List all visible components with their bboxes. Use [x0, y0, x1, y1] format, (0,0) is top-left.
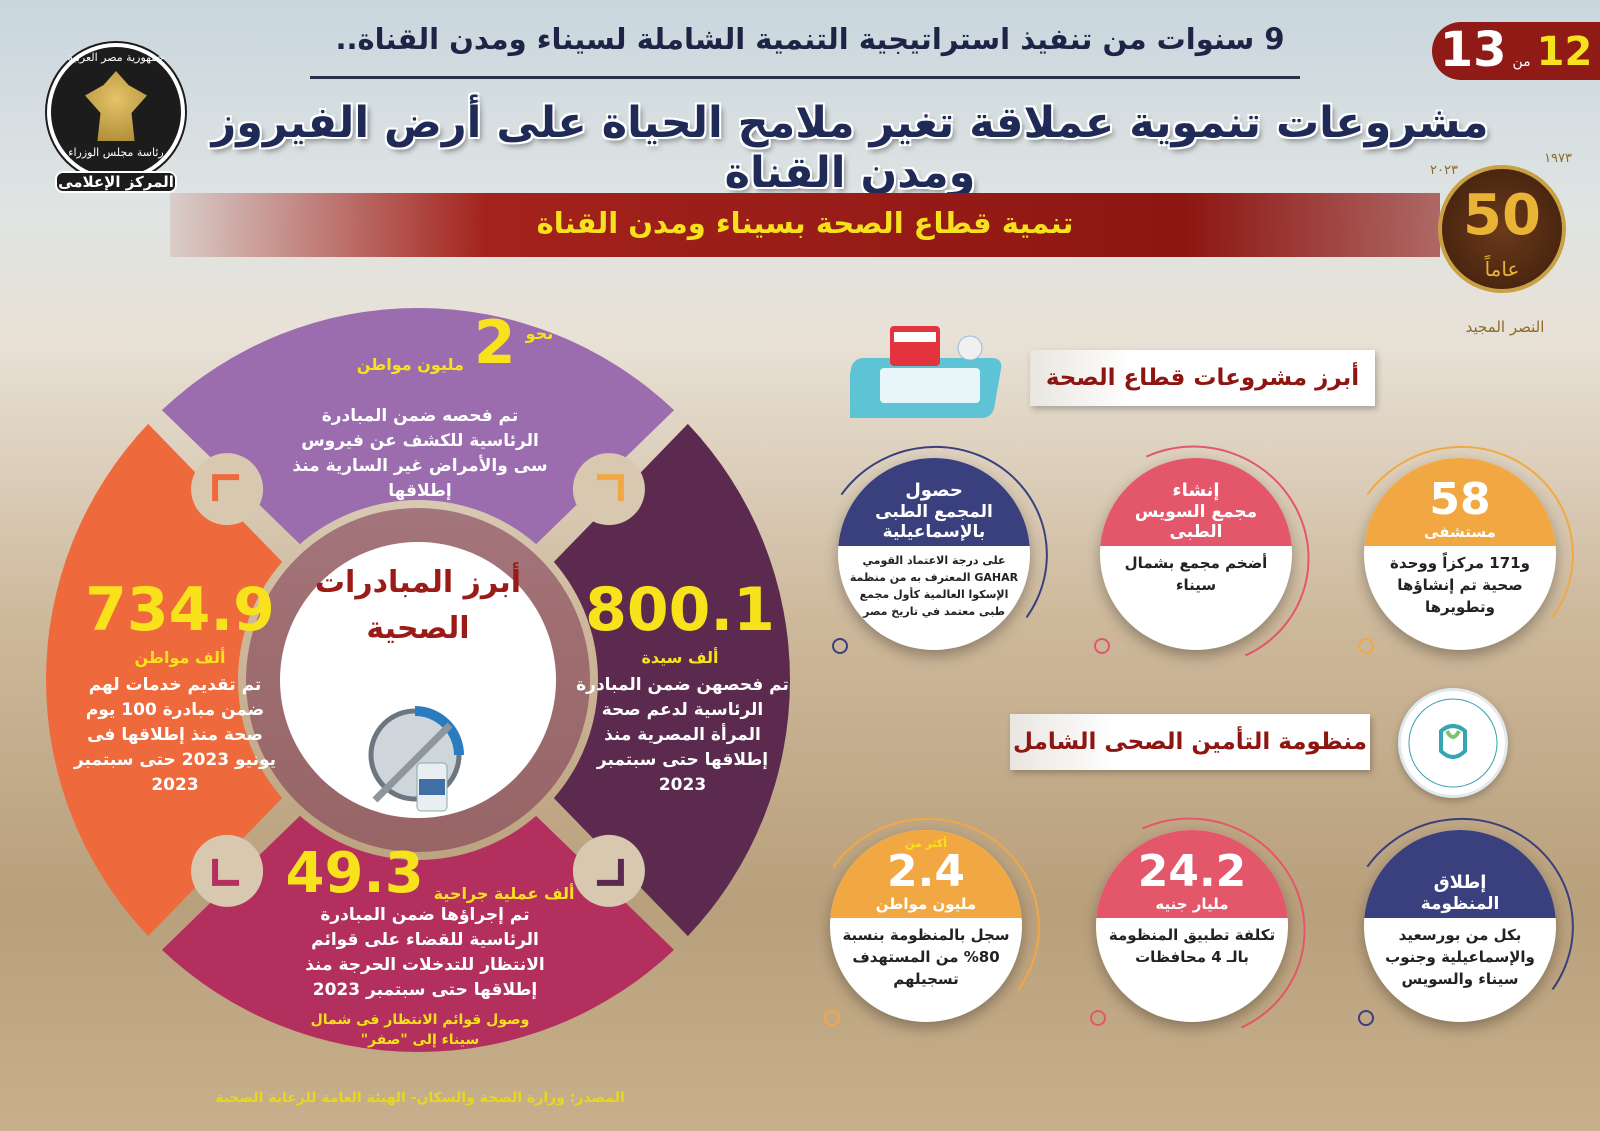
- left-text: تم تقديم خدمات لهم ضمن مبادرة 100 يوم صح…: [73, 675, 277, 795]
- card-prefix: أكثر من: [904, 837, 948, 850]
- fifty-years: عاماً: [1484, 257, 1520, 281]
- card-text: و171 مركزاً ووحدة صحية تم إنشاؤها وتطوير…: [1390, 554, 1530, 616]
- corner-badge: [191, 834, 264, 907]
- decorative-dot: [1094, 638, 1110, 654]
- projects-heading: أبرز مشروعات قطاع الصحة: [1030, 350, 1375, 406]
- bottom-text: تم إجراؤها ضمن المبادرة الرئاسية للقضاء …: [305, 905, 545, 1000]
- page-counter-badge: 13 من 12: [1432, 22, 1600, 80]
- card-title: إطلاق: [1433, 872, 1487, 893]
- logo-line1: جمهورية مصر العربية: [67, 51, 165, 64]
- top-text: تم فحصه ضمن المبادرة الرئاسية للكشف عن ف…: [292, 406, 548, 501]
- badge-current: 12: [1536, 29, 1593, 75]
- decorative-dot: [1358, 638, 1374, 654]
- healthcare-authority-logo: [1398, 688, 1508, 798]
- card-subtitle: مجمع السويس الطبى: [1134, 502, 1258, 542]
- right-value: 800.1: [585, 575, 775, 645]
- banner-text: تنمية قطاع الصحة بسيناء ومدن القناة: [536, 206, 1074, 240]
- projects-card: 58 مستشفى و171 مركزاً ووحدة صحية تم إنشا…: [1364, 458, 1556, 650]
- insurance-card: إطلاق المنظومة بكل من بورسعيد والإسماعيل…: [1364, 830, 1556, 1022]
- decorative-dot: [1358, 1010, 1374, 1026]
- logo-line3: المركز الإعلامى: [55, 171, 177, 193]
- card-text: سجل بالمنظومة بنسبة 80% من المستهدف تسجي…: [842, 926, 1010, 988]
- year-from: ١٩٧٣: [1544, 151, 1572, 166]
- corner-badge: [572, 453, 645, 526]
- center-title: أبرز المبادرات الصحية: [314, 565, 522, 646]
- decorative-dot: [824, 1010, 840, 1026]
- bottom-note: وصول قوائم الانتظار فى شمال سيناء إلى "ص…: [310, 1012, 530, 1048]
- corner-mark-icon: [596, 474, 624, 502]
- card-title: 2.4: [887, 846, 965, 897]
- year-to: ٢٠٢٣: [1430, 163, 1458, 178]
- badge-total: 13: [1439, 22, 1507, 78]
- logo-line2: رئاسة مجلس الوزراء: [68, 146, 164, 159]
- fifty-years-logo: ١٩٧٣ ٢٠٢٣ 50 عاماً: [1430, 151, 1572, 293]
- header-divider: [310, 76, 1300, 79]
- left-unit: ألف مواطن: [134, 648, 226, 667]
- card-subtitle: المجمع الطبى بالإسماعيلية: [875, 502, 993, 542]
- projects-card: إنشاء مجمع السويس الطبى أضخم مجمع بشمال …: [1100, 458, 1292, 650]
- card-subtitle: مستشفى: [1424, 523, 1496, 541]
- decorative-dot: [832, 638, 848, 654]
- quadrant-bottom: [161, 815, 675, 1052]
- card-text: أضخم مجمع بشمال سيناء: [1124, 554, 1268, 594]
- fifty-number: 50: [1463, 183, 1541, 248]
- card-subtitle: مليار جنيه: [1155, 895, 1229, 913]
- insurance-card: 24.2 مليار جنيه تكلفة تطبيق المنظومة بال…: [1096, 830, 1288, 1022]
- right-unit: ألف سيدة: [641, 648, 719, 667]
- top-value: 2: [473, 308, 516, 378]
- top-unit: مليون مواطن: [356, 355, 464, 374]
- top-prefix: نحو: [525, 324, 554, 343]
- card-subtitle: المنظومة: [1420, 894, 1500, 914]
- card-title: 58: [1429, 474, 1491, 525]
- quadrant-right: [553, 423, 790, 937]
- header-subtitle: 9 سنوات من تنفيذ استراتيجية التنمية الشا…: [335, 22, 1285, 56]
- card-text: بكل من بورسعيد والإسماعيلية وجنوب سيناء …: [1385, 926, 1535, 988]
- hospital-bed-illustration-icon: [850, 326, 1002, 418]
- fifty-caption: النصر المجيد: [1465, 318, 1545, 336]
- bottom-unit: ألف عملية جراحية: [433, 884, 575, 903]
- card-title: إنشاء: [1172, 480, 1220, 501]
- badge-of: من: [1512, 54, 1531, 70]
- card-text: على درجة الاعتماد القومي GAHAR المعترف ب…: [849, 554, 1019, 618]
- corner-mark-icon: [212, 474, 240, 502]
- section-banner: تنمية قطاع الصحة بسيناء ومدن القناة: [170, 193, 1440, 257]
- projects-card: حصول المجمع الطبى بالإسماعيلية على درجة …: [838, 458, 1030, 650]
- card-subtitle: مليون مواطن: [875, 895, 977, 913]
- corner-badge: [191, 453, 264, 526]
- left-value: 734.9: [85, 575, 275, 645]
- right-text: تم فحصهن ضمن المبادرة الرئاسية لدعم صحة …: [576, 675, 789, 795]
- card-title: حصول: [905, 480, 963, 501]
- corner-mark-icon: [212, 858, 240, 886]
- decorative-dot: [1090, 1010, 1106, 1026]
- insurance-heading: منظومة التأمين الصحى الشامل: [1010, 714, 1370, 770]
- source-note: المصدر: وزارة الصحة والسكان- الهيئة العا…: [215, 1090, 625, 1106]
- quadrant-left: [45, 423, 283, 937]
- card-text: تكلفة تطبيق المنظومة بالـ 4 محافظات: [1108, 926, 1276, 966]
- center-circle: [280, 542, 556, 818]
- tulip-emblem-icon: [1408, 698, 1498, 788]
- insurance-card: أكثر من 2.4 مليون مواطن سجل بالمنظومة بن…: [830, 830, 1022, 1022]
- corner-mark-icon: [596, 858, 624, 886]
- syringe-vial-icon: [368, 706, 464, 812]
- corner-badge: [572, 834, 645, 907]
- quadrant-top: [161, 307, 675, 545]
- initiatives-wheel: [45, 307, 790, 1052]
- page-title: مشروعات تنموية عملاقة تغير ملامح الحياة …: [211, 98, 1489, 198]
- cabinet-media-center-logo: جمهورية مصر العربية رئاسة مجلس الوزراء ا…: [47, 43, 185, 193]
- bottom-value: 49.3: [285, 841, 424, 906]
- card-title: 24.2: [1137, 846, 1247, 897]
